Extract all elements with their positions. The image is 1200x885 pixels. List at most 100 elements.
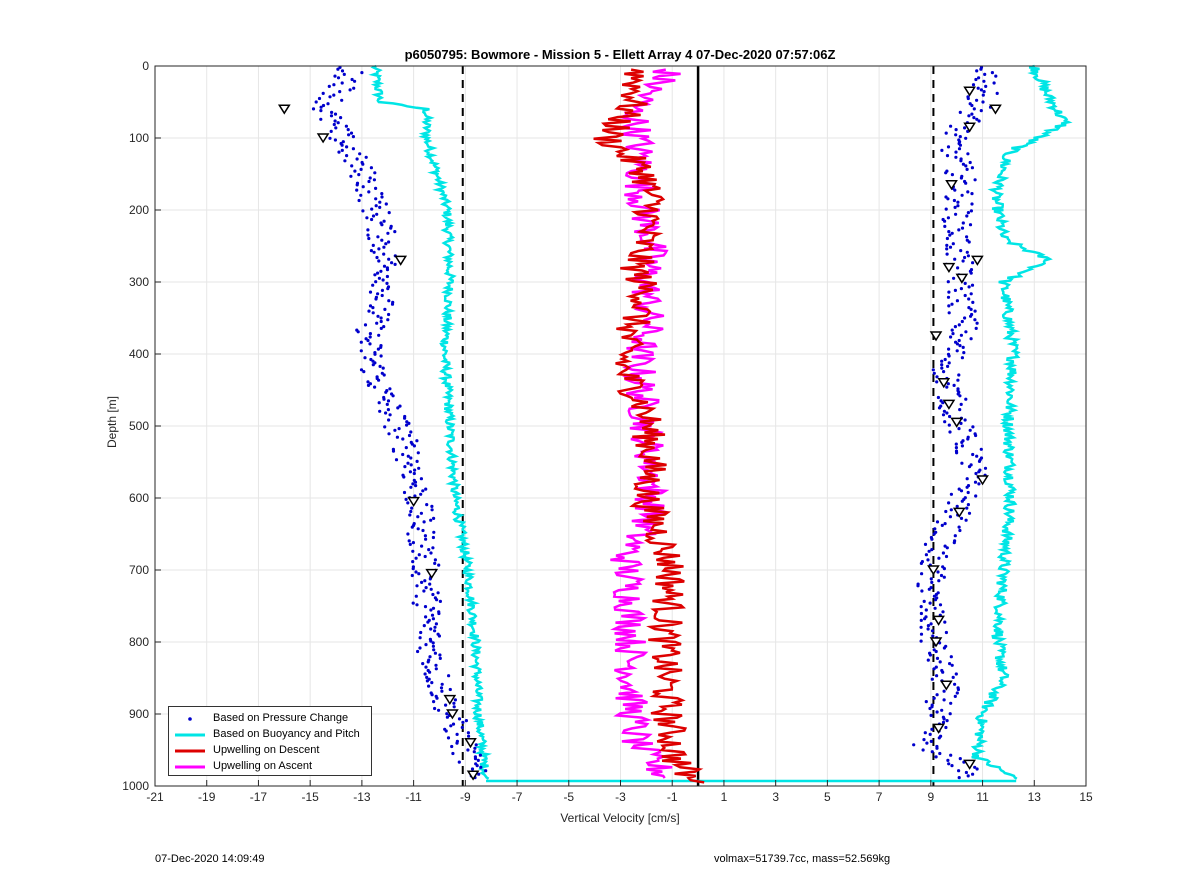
series-pressure-point (367, 190, 371, 194)
series-pressure-point (382, 252, 386, 256)
series-pressure-point (384, 242, 388, 246)
series-pressure-point (422, 624, 426, 628)
series-pressure-point (977, 459, 982, 463)
series-pressure-point (928, 653, 933, 657)
series-pressure-point (368, 304, 373, 308)
series-pressure-point (916, 584, 920, 588)
series-pressure-point (333, 112, 338, 116)
series-pressure-point (375, 255, 379, 260)
series-pressure-point (929, 577, 933, 581)
series-pressure-point (946, 216, 951, 220)
series-pressure-point (437, 634, 441, 638)
series-pressure-point (924, 553, 929, 557)
series-pressure-point (373, 385, 377, 389)
series-pressure-point (438, 656, 442, 661)
x-axis-label: Vertical Velocity [cm/s] (560, 811, 679, 825)
series-pressure-point (931, 634, 935, 638)
series-pressure-point (437, 708, 441, 712)
series-pressure-point (407, 421, 411, 425)
series-pressure-point (375, 212, 379, 216)
series-pressure-point (436, 591, 440, 595)
series-pressure-point (919, 625, 923, 629)
series-pressure-point (979, 447, 983, 451)
series-pressure-point (974, 471, 978, 476)
series-pressure-point (959, 402, 963, 406)
series-pressure-point (961, 345, 965, 349)
series-pressure-point (960, 440, 964, 444)
series-pressure-point (945, 719, 949, 723)
series-pressure-point (956, 204, 960, 208)
series-pressure-point (935, 380, 939, 384)
series-pressure-point (363, 356, 367, 360)
series-pressure-point (928, 706, 932, 711)
series-pressure-point (969, 314, 973, 318)
series-pressure-point (957, 427, 961, 431)
series-pressure-point (923, 731, 927, 735)
series-pressure-point (347, 133, 351, 137)
series-pressure-point (935, 746, 939, 750)
series-pressure-point (361, 162, 365, 166)
series-pressure-point (931, 368, 935, 372)
series-pressure-point (935, 520, 940, 524)
series-pressure-point (940, 523, 944, 528)
series-pressure-point (361, 185, 365, 189)
series-pressure-point (440, 682, 444, 686)
series-pressure-point (950, 173, 955, 177)
series-pressure-point (945, 385, 949, 389)
series-pressure-point (965, 485, 969, 489)
series-pressure-point (944, 131, 948, 135)
series-pressure-point (466, 748, 470, 752)
series-pressure-point (426, 620, 430, 624)
series-pressure-point (387, 418, 391, 422)
series-pressure-point (982, 90, 986, 94)
series-pressure-point (429, 551, 433, 555)
series-pressure-point (926, 627, 930, 631)
series-pressure-point (954, 672, 958, 676)
series-pressure-point (969, 307, 973, 311)
series-pressure-point (957, 338, 961, 343)
series-upwelling-ascent-line (610, 68, 681, 779)
series-pressure-point (945, 243, 949, 247)
series-pressure-point (409, 430, 413, 434)
series-pressure-point (406, 532, 410, 536)
series-pressure-point (419, 492, 423, 496)
series-pressure-point (407, 539, 411, 543)
series-pressure-point (955, 299, 960, 303)
waypoint-marker (425, 568, 439, 580)
series-pressure-point (466, 731, 470, 735)
series-pressure-point (393, 428, 397, 432)
series-pressure-point (359, 193, 363, 197)
series-pressure-point (332, 83, 336, 87)
series-pressure-point (421, 662, 425, 666)
series-pressure-point (945, 154, 950, 158)
series-pressure-point (983, 466, 988, 470)
series-pressure-point (945, 546, 949, 550)
series-pressure-point (367, 179, 371, 184)
series-pressure-point (450, 744, 454, 749)
series-pressure-point (413, 468, 417, 472)
series-pressure-point (952, 383, 956, 387)
series-pressure-point (317, 96, 322, 101)
series-pressure-point (455, 741, 459, 745)
series-pressure-point (976, 86, 980, 90)
series-pressure-point (919, 618, 923, 623)
series-pressure-point (958, 394, 962, 398)
series-pressure-point (369, 166, 373, 170)
waypoint-marker (464, 738, 477, 749)
series-pressure-point (431, 546, 435, 550)
series-pressure-point (473, 757, 478, 761)
waypoint-marker (927, 565, 940, 576)
series-pressure-point (362, 370, 366, 374)
waypoint-marker (942, 399, 956, 410)
series-pressure-point (408, 513, 412, 517)
series-pressure-point (350, 77, 354, 82)
series-pressure-point (941, 413, 946, 417)
series-pressure-point (938, 751, 942, 756)
legend-label-descent: Upwelling on Descent (213, 744, 320, 756)
x-tick-label: 7 (876, 790, 883, 804)
series-pressure-point (410, 573, 414, 578)
series-pressure-point (418, 636, 422, 640)
series-pressure-point (377, 259, 381, 263)
series-pressure-point (972, 116, 976, 120)
series-pressure-point (939, 573, 944, 578)
